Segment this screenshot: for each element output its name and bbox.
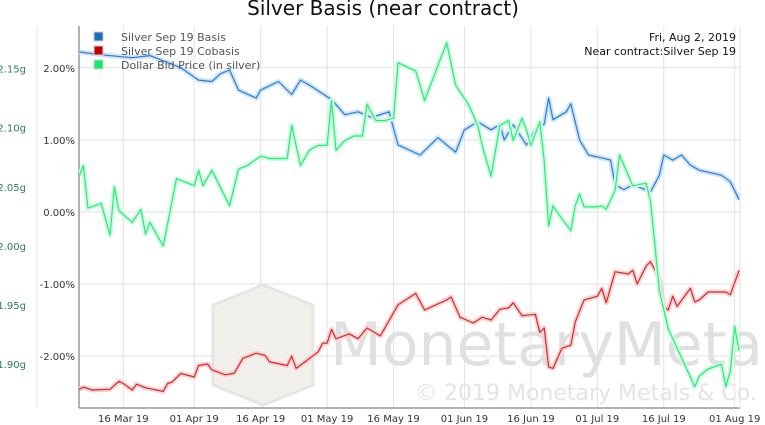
watermark-logo-icon	[211, 283, 315, 407]
watermark: MonetaryMetals © 2019 Monetary Metals & …	[211, 283, 765, 407]
y-right-tick-label: 2.15g	[0, 65, 26, 76]
axes: 16 Mar 19 01 Apr 19 16 Apr 19 01 May 19 16 M…	[0, 26, 760, 425]
legend-label-cobasis: Silver Sep 19 Cobasis	[121, 45, 240, 58]
x-tick-label: 16 Jun 19	[507, 414, 554, 425]
y-left-tick-label: 0.00%	[43, 208, 75, 219]
copyright-text: © 2019 Monetary Metals & Co.	[415, 381, 757, 406]
y-right-tick-label: 2.10g	[0, 124, 26, 135]
x-tick-label: 16 Apr 19	[236, 414, 285, 425]
legend-label-dollar: Dollar Bid Price (in silver)	[121, 59, 260, 72]
grid	[79, 26, 740, 408]
legend-swatch-basis	[93, 31, 104, 42]
y-right-tick-label: 2.05g	[0, 183, 26, 194]
x-tick-label: 16 May 19	[367, 414, 419, 425]
series-lines	[79, 40, 740, 394]
silver-sep-19-cobasis-line	[79, 261, 740, 392]
x-tick-label: 16 Jul 19	[642, 414, 686, 425]
y-right-tick-label: 2.00g	[0, 242, 26, 253]
y-left-tick-label: -2.00%	[40, 352, 75, 363]
legend-label-basis: Silver Sep 19 Basis	[121, 31, 226, 44]
legend: Silver Sep 19 Basis Silver Sep 19 Cobasi…	[93, 31, 260, 72]
y-right-tick-label: 1.95g	[0, 301, 26, 312]
dollar-bid-price-in-silver-line	[79, 41, 740, 388]
legend-swatch-dollar	[93, 59, 104, 70]
date-label: Fri, Aug 2, 2019	[649, 31, 736, 44]
y-left-tick-label: 2.00%	[43, 64, 75, 75]
y-left-tick-label: -1.00%	[40, 280, 75, 291]
contract-label: Near contract:Silver Sep 19	[584, 45, 736, 58]
x-tick-label: 01 May 19	[301, 414, 353, 425]
y-right-tick-label: 1.90g	[0, 360, 26, 371]
legend-swatch-cobasis	[93, 45, 104, 56]
x-tick-label: 16 Mar 19	[98, 414, 149, 425]
y-left-tick-label: 1.00%	[43, 136, 75, 147]
x-tick-label: 01 Jun 19	[441, 414, 488, 425]
x-tick-label: 01 Jul 19	[575, 414, 619, 425]
chart-title: Silver Basis (near contract)	[247, 0, 519, 20]
x-tick-label: 01 Apr 19	[170, 414, 219, 425]
x-tick-label: 01 Aug 19	[709, 414, 760, 425]
